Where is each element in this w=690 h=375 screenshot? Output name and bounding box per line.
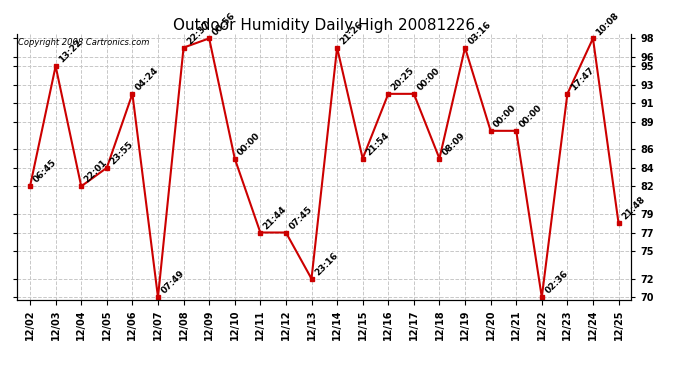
Text: 21:48: 21:48	[620, 195, 647, 222]
Title: Outdoor Humidity Daily High 20081226: Outdoor Humidity Daily High 20081226	[173, 18, 475, 33]
Text: 13:22: 13:22	[57, 38, 83, 65]
Text: 10:08: 10:08	[594, 10, 621, 37]
Text: 06:45: 06:45	[32, 158, 58, 185]
Text: 22:01: 22:01	[83, 158, 109, 185]
Text: 21:44: 21:44	[262, 204, 288, 231]
Text: 03:16: 03:16	[466, 20, 493, 46]
Text: 07:49: 07:49	[159, 269, 186, 296]
Text: 17:47: 17:47	[569, 66, 595, 93]
Text: Copyright 2008 Cartronics.com: Copyright 2008 Cartronics.com	[19, 38, 150, 47]
Text: 00:00: 00:00	[236, 131, 262, 157]
Text: 00:00: 00:00	[518, 103, 544, 129]
Text: 21:26: 21:26	[339, 20, 365, 46]
Text: 02:36: 02:36	[543, 269, 570, 296]
Text: 08:09: 08:09	[441, 130, 467, 157]
Text: 00:00: 00:00	[492, 103, 518, 129]
Text: 07:45: 07:45	[287, 204, 314, 231]
Text: 20:25: 20:25	[390, 66, 416, 93]
Text: 21:54: 21:54	[364, 130, 391, 157]
Text: 00:00: 00:00	[415, 66, 442, 93]
Text: 04:24: 04:24	[134, 66, 161, 93]
Text: 23:16: 23:16	[313, 251, 339, 278]
Text: 00:56: 00:56	[210, 10, 237, 37]
Text: 23:55: 23:55	[108, 140, 135, 166]
Text: 22:37: 22:37	[185, 20, 212, 46]
